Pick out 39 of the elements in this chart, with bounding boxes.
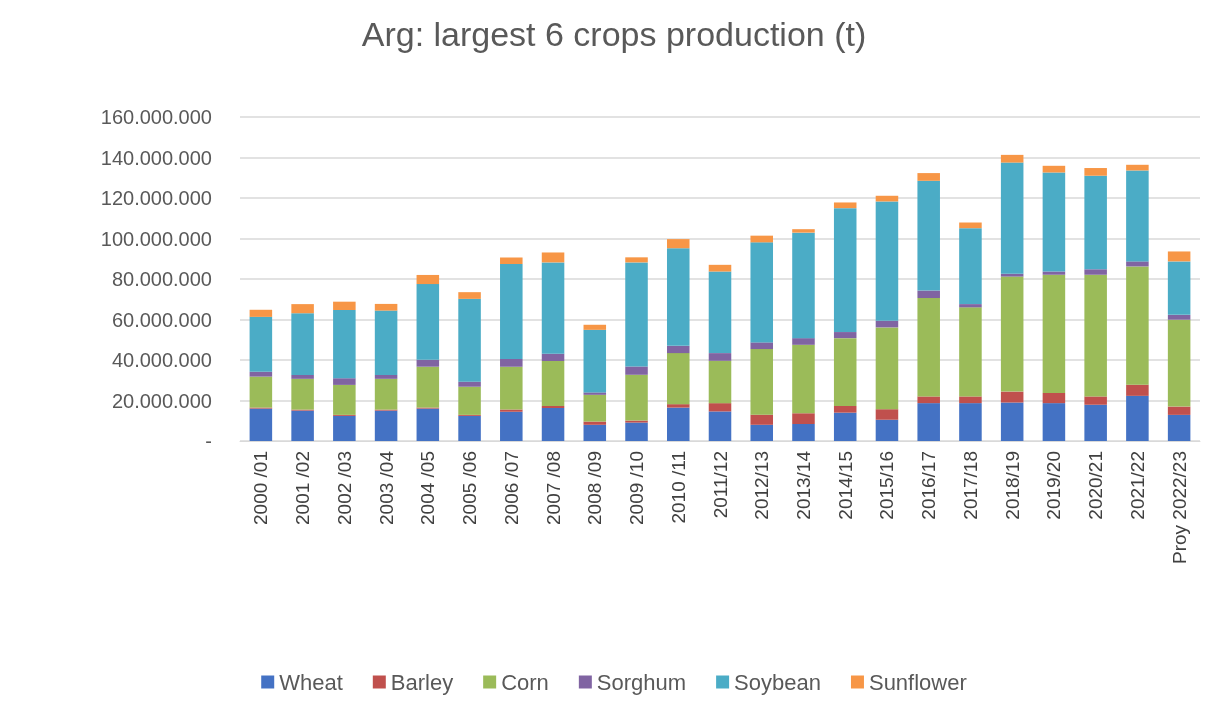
y-tick-label: 40.000.000 [111, 349, 212, 371]
y-tick-label: 60.000.000 [111, 308, 212, 331]
x-tick-label: 2019/20 [1043, 451, 1065, 520]
legend-label: Sorghum [596, 669, 687, 695]
legend-label: Wheat [279, 669, 343, 695]
x-tick-label: 2002 /03 [333, 451, 355, 525]
x-tick-label: Proy 2022/23 [1168, 451, 1190, 565]
x-tick-label: 2005 /06 [459, 451, 481, 525]
x-tick-label: 2012/13 [751, 451, 773, 520]
y-tick-label: - [205, 430, 212, 452]
y-tick-label: 120.000.000 [100, 187, 212, 209]
x-tick-label: 2014/15 [834, 451, 856, 520]
x-tick-label: 2020/21 [1085, 451, 1107, 520]
x-tick-label: 2011/12 [709, 451, 731, 519]
legend-label: Corn [501, 669, 549, 695]
x-tick-label: 2003 /04 [375, 450, 397, 525]
x-tick-label: 2015/16 [876, 451, 898, 520]
x-tick-label: 2006 /07 [500, 451, 522, 525]
y-tick-label: 160.000.000 [100, 106, 212, 128]
y-tick-label: 100.000.000 [100, 227, 212, 250]
x-tick-label: 2008 /09 [584, 451, 606, 525]
x-tick-label: 2016/17 [918, 451, 940, 520]
legend-label: Barley [390, 669, 454, 695]
x-tick-label: 2013/14 [792, 450, 814, 520]
x-tick-label: 2000 /01 [250, 451, 272, 525]
x-tick-label: 2001 /02 [292, 451, 314, 525]
y-tick-label: 140.000.000 [100, 146, 212, 169]
x-tick-label: 2007 /08 [542, 451, 564, 525]
x-tick-label: 2010 /11 [667, 451, 689, 524]
x-tick-label: 2018/19 [1001, 451, 1023, 520]
chart-title: Arg: largest 6 crops production (t) [361, 15, 867, 53]
x-tick-label: 2017/18 [959, 451, 981, 520]
x-tick-label: 2009 /10 [626, 451, 648, 525]
x-tick-label: 2021/22 [1126, 451, 1148, 520]
legend-label: Sunflower [868, 669, 967, 695]
y-tick-label: 80.000.000 [111, 268, 212, 290]
y-tick-label: 20.000.000 [111, 389, 212, 412]
legend-label: Soybean [734, 669, 821, 695]
x-tick-label: 2004 /05 [417, 451, 439, 525]
